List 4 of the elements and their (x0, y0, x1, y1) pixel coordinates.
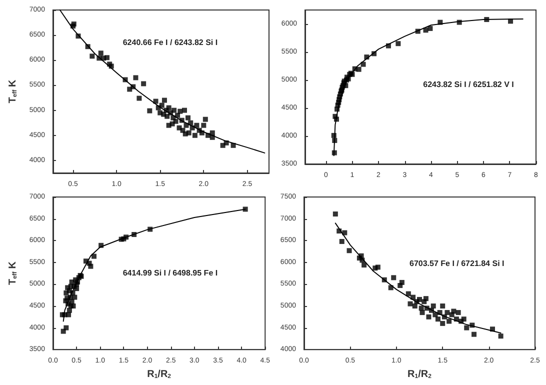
annotation: 6243.82 Si I / 6251.82 V I (423, 80, 514, 90)
annotation: 6240.66 Fe I / 6243.82 Si I (122, 38, 218, 47)
annotation: 6703.57 Fe I / 6721.84 Si I (410, 259, 504, 268)
annotation: 6414.99 Si I / 6498.95 Fe I (122, 268, 218, 278)
